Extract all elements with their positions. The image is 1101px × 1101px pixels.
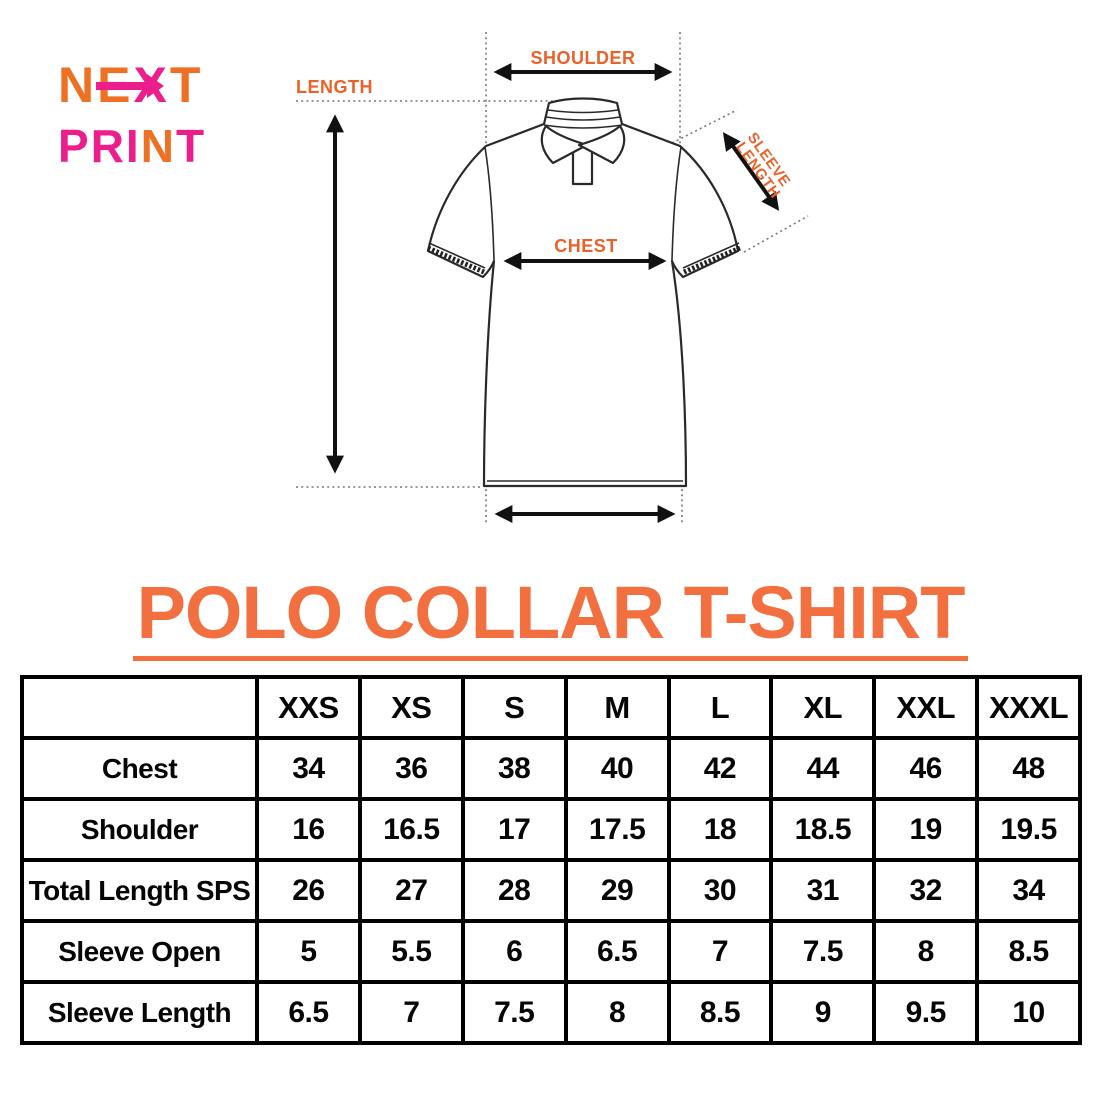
size-value: 48 [977,738,1080,799]
size-value: 8.5 [977,921,1080,982]
size-value: 8.5 [668,982,772,1043]
logo-letter: T [169,57,204,113]
size-column-header: XS [359,677,463,738]
logo-letter: N [58,57,98,113]
size-value: 8 [565,982,669,1043]
size-value: 32 [874,860,978,921]
size-column-header: L [668,677,772,738]
size-value: 8 [874,921,978,982]
brand-logo: NEXT PRINT [58,60,206,169]
chest-label: CHEST [554,236,618,256]
size-value: 36 [359,738,463,799]
logo-letter: T [175,120,207,172]
logo-letter: P [58,120,91,172]
size-value: 34 [257,738,360,799]
size-value: 7.5 [462,982,566,1043]
size-value: 6 [462,921,566,982]
row-label: Total Length SPS [22,860,257,921]
size-value: 34 [977,860,1080,921]
size-value: 19 [874,799,978,860]
sleeve-length-label: SLEEVE LENGTH [732,129,797,202]
size-value: 19.5 [977,799,1080,860]
size-value: 40 [565,738,669,799]
size-value: 7.5 [771,921,875,982]
measurement-arrows [326,63,780,523]
size-value: 17 [462,799,566,860]
logo-arrow-icon [96,74,164,98]
corner-cell [22,677,257,738]
size-column-header: XXS [257,677,360,738]
table-row: Sleeve Length 6.5 7 7.5 8 8.5 9 9.5 10 [22,982,1080,1043]
size-value: 46 [874,738,978,799]
polo-shirt-drawing [426,97,741,488]
size-column-header: M [565,677,669,738]
size-value: 29 [565,860,669,921]
guide-lines [296,32,809,524]
size-value: 30 [668,860,772,921]
size-value: 16 [257,799,360,860]
size-column-header: XXL [874,677,978,738]
length-label: LENGTH [296,77,373,97]
size-column-header: S [462,677,566,738]
size-value: 16.5 [359,799,463,860]
table-row: Total Length SPS 26 27 28 29 30 31 32 34 [22,860,1080,921]
row-label: Sleeve Length [22,982,257,1043]
sleeve-length-arrow [722,132,780,211]
row-label: Shoulder [22,799,257,860]
size-value: 7 [668,921,772,982]
size-value: 5 [257,921,360,982]
size-value: 28 [462,860,566,921]
size-value: 26 [257,860,360,921]
page-title: POLO COLLAR T-SHIRT [132,576,969,661]
size-column-header: XXXL [977,677,1080,738]
size-value: 6.5 [565,921,669,982]
size-value: 17.5 [565,799,669,860]
size-value: 18.5 [771,799,875,860]
size-value: 10 [977,982,1080,1043]
size-value: 42 [668,738,772,799]
size-value: 38 [462,738,566,799]
size-value: 44 [771,738,875,799]
logo-letter: I [125,120,141,172]
size-value: 18 [668,799,772,860]
size-value: 9.5 [874,982,978,1043]
table-header-row: XXS XS S M L XL XXL XXXL [22,677,1080,738]
row-label: Sleeve Open [22,921,257,982]
size-value: 9 [771,982,875,1043]
size-value: 6.5 [257,982,360,1043]
table-row: Chest 34 36 38 40 42 44 46 48 [22,738,1080,799]
table-row: Shoulder 16 16.5 17 17.5 18 18.5 19 19.5 [22,799,1080,860]
brand-logo-line1: NEXT [58,60,206,110]
size-table: XXS XS S M L XL XXL XXXL Chest 34 36 38 … [20,675,1082,1045]
size-value: 27 [359,860,463,921]
shirt-measurement-diagram: LENGTH SHOULDER CHEST SLEEVE LENGTH [296,32,809,524]
shoulder-label: SHOULDER [530,48,635,68]
title-row: POLO COLLAR T-SHIRT [0,576,1101,661]
brand-logo-line2: PRINT [58,123,206,169]
logo-letter: N [140,120,176,172]
logo-letter: R [90,120,126,172]
size-value: 7 [359,982,463,1043]
row-label: Chest [22,738,257,799]
size-value: 5.5 [359,921,463,982]
table-row: Sleeve Open 5 5.5 6 6.5 7 7.5 8 8.5 [22,921,1080,982]
size-value: 31 [771,860,875,921]
size-column-header: XL [771,677,875,738]
